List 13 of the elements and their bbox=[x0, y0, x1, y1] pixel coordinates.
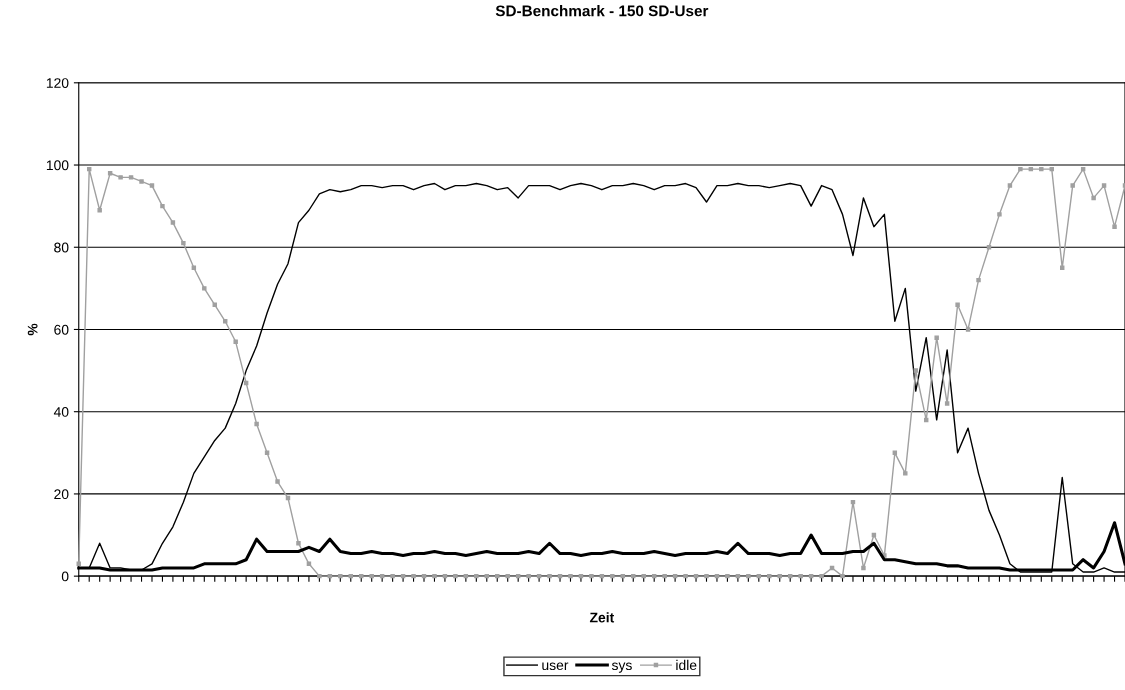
x-axis-title: Zeit bbox=[589, 612, 615, 623]
y-tick-label: 40 bbox=[53, 407, 69, 417]
y-axis-title: % bbox=[27, 323, 38, 336]
y-tick-label: 20 bbox=[54, 489, 69, 500]
y-tick-label: 100 bbox=[46, 160, 69, 171]
y-tick-label: 120 bbox=[46, 78, 69, 88]
legend-label: sys bbox=[611, 662, 632, 673]
y-tick-label: 60 bbox=[54, 324, 69, 335]
legend-label: idle bbox=[676, 659, 697, 671]
legend-label: user bbox=[542, 662, 569, 671]
y-tick-label: 80 bbox=[54, 242, 69, 253]
chart-title: SD-Benchmark - 150 SD-User bbox=[495, 5, 709, 17]
y-tick-label: 0 bbox=[61, 571, 69, 582]
